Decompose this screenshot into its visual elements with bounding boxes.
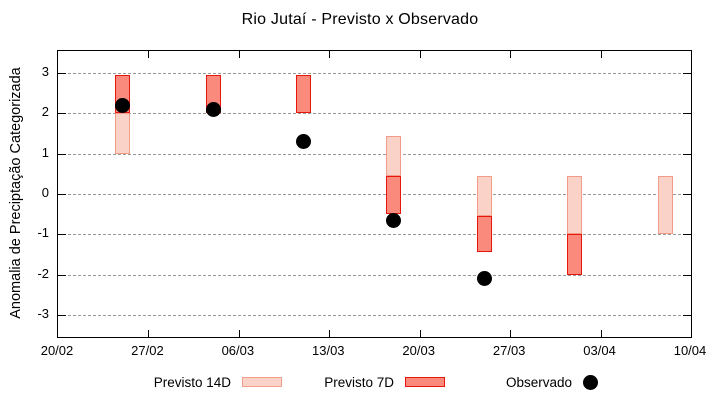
x-tick-label: 20/02 [40,343,74,358]
legend-label-previsto-14d: Previsto 14D [153,374,231,390]
chart-title: Rio Jutaí - Previsto x Observado [241,11,479,28]
x-tick-label: 13/03 [312,343,345,358]
y-tickmark-right [683,153,691,155]
x-tickmark-top [148,51,150,58]
x-tickmark-top [419,51,421,58]
x-tickmark-top [600,51,602,58]
legend-dot-observado-icon [583,374,598,390]
gridline [58,274,691,276]
y-tick-label: 3 [41,64,49,80]
y-tickmark-left [58,274,66,276]
y-tick-label: -2 [37,265,49,281]
x-tickmark-top [510,51,512,58]
x-tick-label: 20/03 [402,343,435,358]
gridline [58,314,691,316]
legend-swatch-previsto-7d-icon [405,377,445,387]
previsto-14d-bar [476,175,492,217]
x-tickmark-bottom [510,330,512,337]
y-tickmark-right [683,73,691,75]
y-tickmark-left [58,194,66,195]
gridline [58,194,691,195]
y-tickmark-right [683,113,691,115]
x-tickmark-bottom [600,330,602,337]
y-tick-label: 2 [41,104,49,120]
previsto-14d-bar [567,175,583,235]
legend-item-previsto-14d: Previsto 14D [0,373,282,391]
y-tickmark-left [58,314,66,316]
gridline [58,234,691,236]
previsto-14d-bar [657,175,673,235]
y-tick-label: -1 [37,225,49,241]
x-tickmark-top [238,51,240,58]
previsto-14d-bar [386,135,402,176]
y-tickmark-left [58,113,66,115]
legend-item-previsto-7d: Previsto 7D [0,373,445,391]
y-tickmark-left [58,234,66,236]
x-tickmark-bottom [148,330,150,337]
x-tick-label: 27/02 [131,343,164,358]
x-tickmark-bottom [329,330,331,337]
observado-dot [386,212,402,228]
y-tick-label: 1 [41,144,49,160]
observado-dot [476,271,492,287]
y-tick-label: -3 [37,305,49,321]
x-tick-label: 27/03 [492,343,526,358]
y-tickmark-right [683,274,691,276]
plot-area [57,50,692,338]
gridline [58,73,691,75]
observado-dot [115,97,131,113]
y-tickmark-left [58,73,66,75]
x-tick-label: 03/04 [583,343,616,358]
gridline [58,153,691,155]
previsto-7d-bar [295,75,311,114]
y-tickmark-left [58,153,66,155]
y-tickmark-right [683,194,691,195]
y-tick-label: 0 [41,185,49,200]
y-tickmark-right [683,234,691,236]
previsto-7d-bar [476,216,492,253]
previsto-7d-bar [567,234,583,275]
previsto-7d-bar [386,175,402,215]
x-tick-label: 10/04 [673,343,707,358]
x-tickmark-bottom [419,330,421,337]
legend-swatch-previsto-14d-icon [242,377,282,387]
legend-label-previsto-7d: Previsto 7D [324,374,394,390]
y-tickmark-right [683,314,691,316]
previsto-14d-bar [115,113,131,154]
x-tick-label: 06/03 [221,343,255,358]
x-tickmark-bottom [238,330,240,337]
legend-item-observado: Observado [0,373,598,391]
legend-label-observado: Observado [505,374,572,390]
observado-dot [295,134,311,150]
x-tickmark-top [329,51,331,58]
gridline [58,113,691,115]
observado-dot [205,101,221,117]
